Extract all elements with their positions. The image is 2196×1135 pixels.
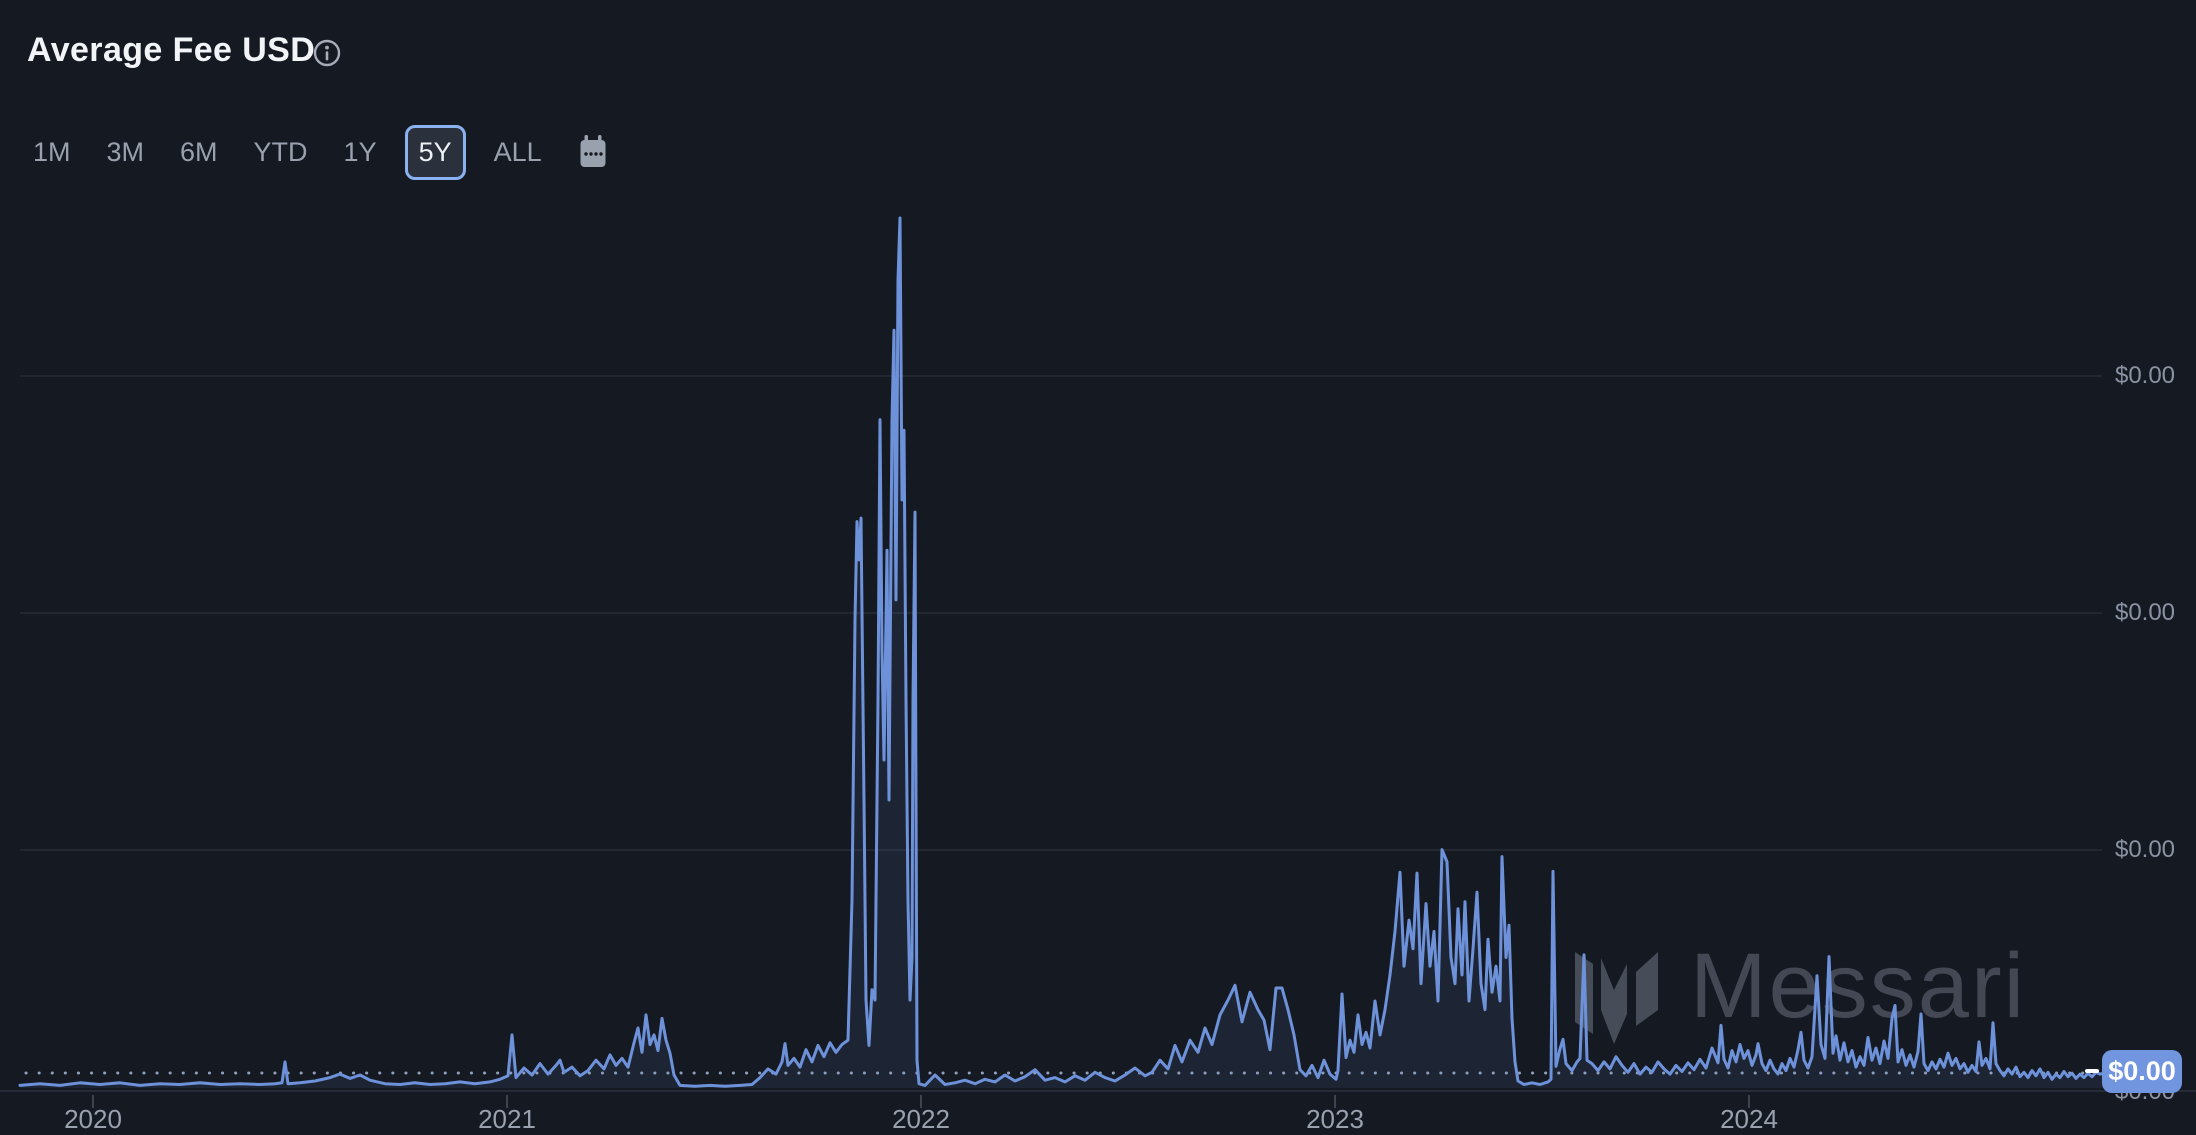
- range-button-3m[interactable]: 3M: [106, 136, 145, 167]
- y-axis-label: $0.00: [2114, 362, 2176, 389]
- range-buttons: 1M 3M 6M YTD 1Y 5Y ALL: [33, 124, 542, 180]
- range-button-ytd[interactable]: YTD: [253, 136, 308, 167]
- range-button-6m[interactable]: 6M: [180, 136, 218, 167]
- range-button-1m[interactable]: 1M: [33, 136, 71, 167]
- badge-connector: [2085, 1069, 2099, 1073]
- last-value-badge: $0.00: [2102, 1050, 2182, 1093]
- page-title: Average Fee USD: [27, 31, 316, 69]
- y-axis-label: $0.00: [2114, 599, 2176, 626]
- range-selector: 1M 3M 6M YTD 1Y 5Y ALL: [33, 121, 606, 183]
- range-button-1y[interactable]: 1Y: [343, 136, 377, 167]
- calendar-icon[interactable]: [580, 135, 606, 169]
- range-button-5y[interactable]: 5Y: [404, 124, 466, 180]
- range-button-all[interactable]: ALL: [493, 136, 542, 167]
- y-axis-label: $0.00: [2114, 836, 2176, 863]
- info-icon[interactable]: [313, 39, 341, 67]
